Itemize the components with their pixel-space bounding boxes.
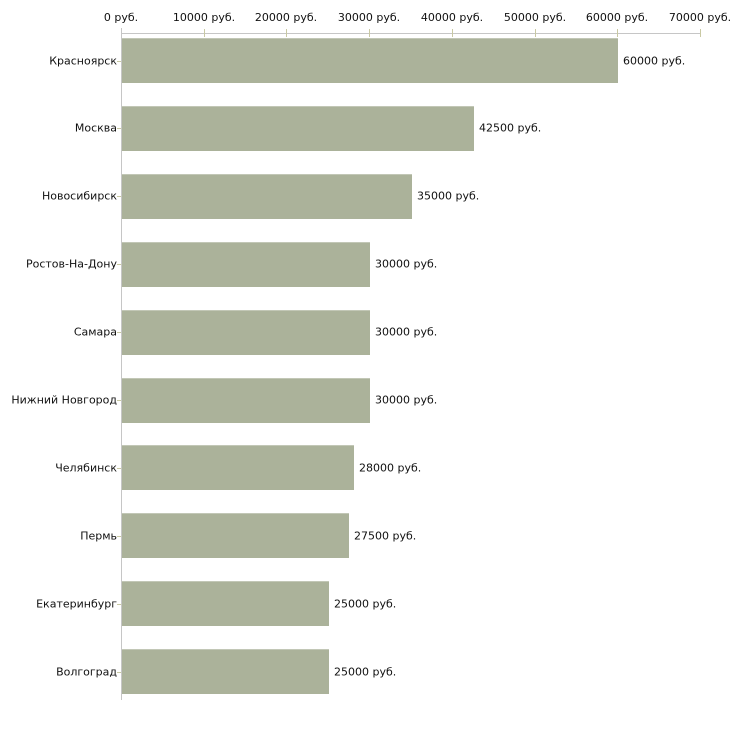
x-tick-mark [204,29,205,37]
bar [122,513,349,558]
x-tick-mark [452,29,453,37]
x-tick-mark [286,29,287,37]
category-label: Ростов-На-Дону [25,257,117,271]
value-label: 27500 руб. [354,529,417,543]
category-label: Екатеринбург [36,597,117,611]
category-tick-mark [117,604,121,605]
bar [122,174,412,219]
category-tick-mark [117,128,121,129]
x-tick-mark [617,29,618,37]
bar [122,581,329,626]
x-tick-label: 20000 руб. [254,11,318,24]
category-label: Нижний Новгород [11,393,117,407]
bar [122,649,329,694]
category-label: Челябинск [55,461,117,475]
bar [122,242,370,287]
x-tick-label: 70000 руб. [668,11,730,24]
value-label: 60000 руб. [623,54,686,68]
value-label: 25000 руб. [334,597,397,611]
x-tick-mark [700,29,701,37]
value-label: 28000 руб. [359,461,422,475]
x-tick-label: 30000 руб. [337,11,401,24]
x-tick-label: 40000 руб. [420,11,484,24]
value-label: 30000 руб. [375,325,438,339]
category-tick-mark [117,61,121,62]
x-tick-label: 0 руб. [103,11,139,24]
category-label: Новосибирск [41,189,117,203]
value-label: 25000 руб. [334,665,397,679]
bar [122,378,370,423]
bar [122,38,618,83]
value-label: 35000 руб. [417,189,480,203]
category-label: Пермь [80,529,117,543]
category-tick-mark [117,672,121,673]
category-tick-mark [117,468,121,469]
x-axis-line [121,33,701,34]
x-tick-label: 10000 руб. [172,11,236,24]
category-label: Красноярск [49,54,117,68]
x-tick-label: 50000 руб. [503,11,567,24]
category-tick-mark [117,196,121,197]
x-tick-mark [535,29,536,37]
bar [122,310,370,355]
category-label: Волгоград [56,665,117,679]
category-tick-mark [117,264,121,265]
category-label: Самара [73,325,117,339]
value-label: 30000 руб. [375,257,438,271]
value-label: 42500 руб. [479,121,542,135]
value-label: 30000 руб. [375,393,438,407]
x-tick-mark [369,29,370,37]
bar [122,445,354,490]
category-tick-mark [117,536,121,537]
bar [122,106,474,151]
category-tick-mark [117,400,121,401]
category-label: Москва [74,121,117,135]
category-tick-mark [117,332,121,333]
x-tick-label: 60000 руб. [585,11,649,24]
y-axis-line [121,28,122,700]
